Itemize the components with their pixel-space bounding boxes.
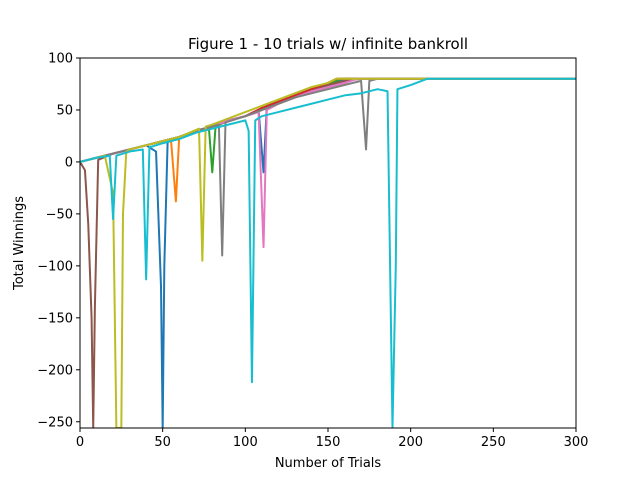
- x-axis-ticks: 0 50 100 150 200 250 300: [76, 428, 589, 450]
- y-tick-label: 50: [56, 103, 73, 118]
- x-tick-label: 250: [481, 435, 506, 450]
- series-layer: [80, 77, 576, 428]
- y-tick-label: −50: [46, 207, 73, 222]
- series-line-10: [80, 77, 576, 428]
- x-tick-label: 200: [398, 435, 423, 450]
- y-axis-ticks: 100 50 0 −50 −100 −150 −200 −250: [37, 52, 80, 430]
- series-line-9: [80, 77, 576, 428]
- x-tick-label: 0: [76, 435, 84, 450]
- x-tick-label: 100: [233, 435, 258, 450]
- y-tick-label: −250: [37, 415, 73, 430]
- x-tick-label: 150: [316, 435, 341, 450]
- y-tick-label: 100: [48, 52, 73, 67]
- y-tick-label: 0: [65, 155, 73, 170]
- y-tick-label: −200: [37, 363, 73, 378]
- x-tick-label: 300: [564, 435, 589, 450]
- y-tick-label: −150: [37, 311, 73, 326]
- x-tick-label: 50: [154, 435, 171, 450]
- y-tick-label: −100: [37, 259, 73, 274]
- chart-title: Figure 1 - 10 trials w/ infinite bankrol…: [188, 35, 468, 53]
- x-axis-label: Number of Trials: [275, 456, 382, 471]
- y-axis-label: Total Winnings: [12, 196, 27, 291]
